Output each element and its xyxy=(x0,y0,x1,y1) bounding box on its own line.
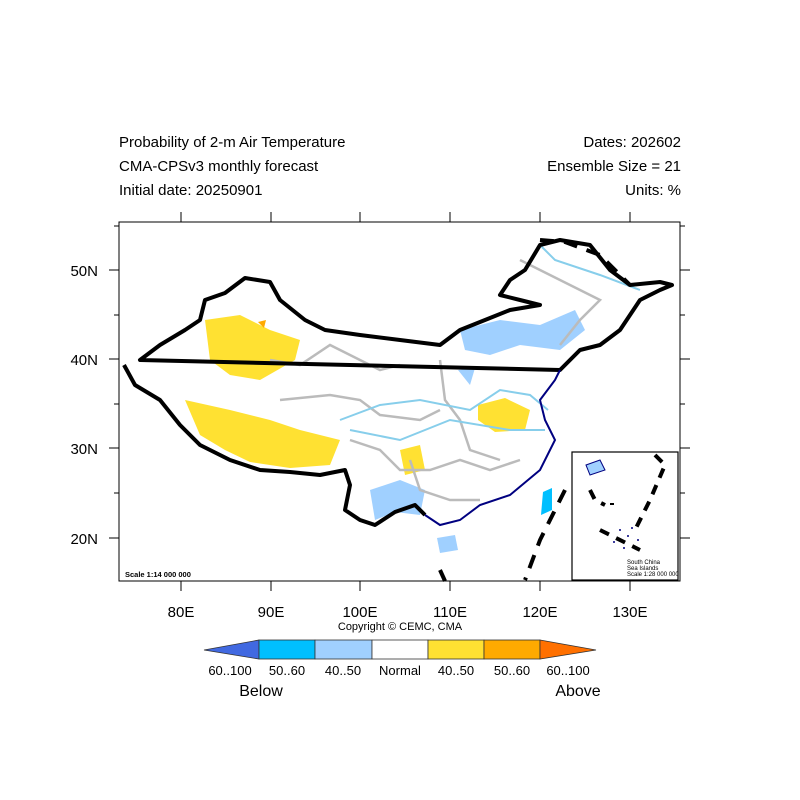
below-patch-north xyxy=(458,368,475,385)
legend-label: 60..100 xyxy=(208,663,251,678)
lat-label-20n: 20N xyxy=(70,531,98,548)
china-border xyxy=(122,238,674,527)
dates-label: Dates: 202602 xyxy=(583,134,681,151)
above-patch-south xyxy=(400,445,425,475)
axis-ticks xyxy=(109,212,690,591)
lon-label-100e: 100E xyxy=(342,604,377,621)
legend-below-label: Below xyxy=(239,683,283,700)
title-line-1: Probability of 2-m Air Temperature xyxy=(119,134,346,151)
inset-label-line2: Sea Islands xyxy=(627,566,658,572)
lat-label-30n: 30N xyxy=(70,441,98,458)
below-patch-northeast xyxy=(460,310,585,355)
below-patch-yunnan xyxy=(370,480,425,520)
legend-bin-below-50-60 xyxy=(258,639,316,660)
legend-label: 50..60 xyxy=(494,663,530,678)
legend-bin-normal xyxy=(371,639,429,660)
legend-label: 40..50 xyxy=(325,663,361,678)
ensemble-size-label: Ensemble Size = 21 xyxy=(547,158,681,175)
lat-label-50n: 50N xyxy=(70,263,98,280)
above-patch-central xyxy=(478,398,530,432)
copyright-label: Copyright © CEMC, CMA xyxy=(338,621,463,633)
lat-label-40n: 40N xyxy=(70,352,98,369)
legend-label: Normal xyxy=(379,663,421,678)
legend-label: 50..60 xyxy=(269,663,305,678)
lon-label-120e: 120E xyxy=(522,604,557,621)
below-patch-hainan xyxy=(437,535,458,553)
inset-scale-label: Scale 1:28 000 000 xyxy=(627,572,679,578)
rivers xyxy=(339,244,641,442)
lon-label-90e: 90E xyxy=(258,604,285,621)
lon-label-80e: 80E xyxy=(168,604,195,621)
above-patch-tibet xyxy=(185,400,340,468)
legend-above-label: Above xyxy=(555,683,600,700)
lon-label-130e: 130E xyxy=(612,604,647,621)
south-china-sea-inset: South China Sea Islands Scale 1:28 000 0… xyxy=(571,451,679,581)
units-label: Units: % xyxy=(625,182,681,199)
map-scale-label: Scale 1:14 000 000 xyxy=(125,570,191,579)
legend-bin-above-40-50 xyxy=(427,639,485,660)
color-legend xyxy=(203,639,597,660)
coastline xyxy=(424,369,561,527)
map-frame xyxy=(118,221,681,582)
above-patch-orange xyxy=(258,320,266,328)
legend-bin-below-40-50 xyxy=(314,639,373,660)
legend-bin-above-50-60 xyxy=(483,639,541,660)
title-line-2: CMA-CPSv3 monthly forecast xyxy=(119,158,319,175)
above-patch-xinjiang xyxy=(205,315,300,380)
legend-bin-below-60-100 xyxy=(203,639,260,660)
below-patch-taiwan xyxy=(541,488,552,515)
inset-label-line1: South China xyxy=(627,560,661,566)
legend-bin-above-60-100 xyxy=(539,639,597,660)
title-line-3: Initial date: 20250901 xyxy=(119,182,263,199)
legend-label: 40..50 xyxy=(438,663,474,678)
legend-label: 60..100 xyxy=(546,663,589,678)
lon-label-110e: 110E xyxy=(433,604,467,621)
dashed-sea-boundary xyxy=(438,238,632,582)
